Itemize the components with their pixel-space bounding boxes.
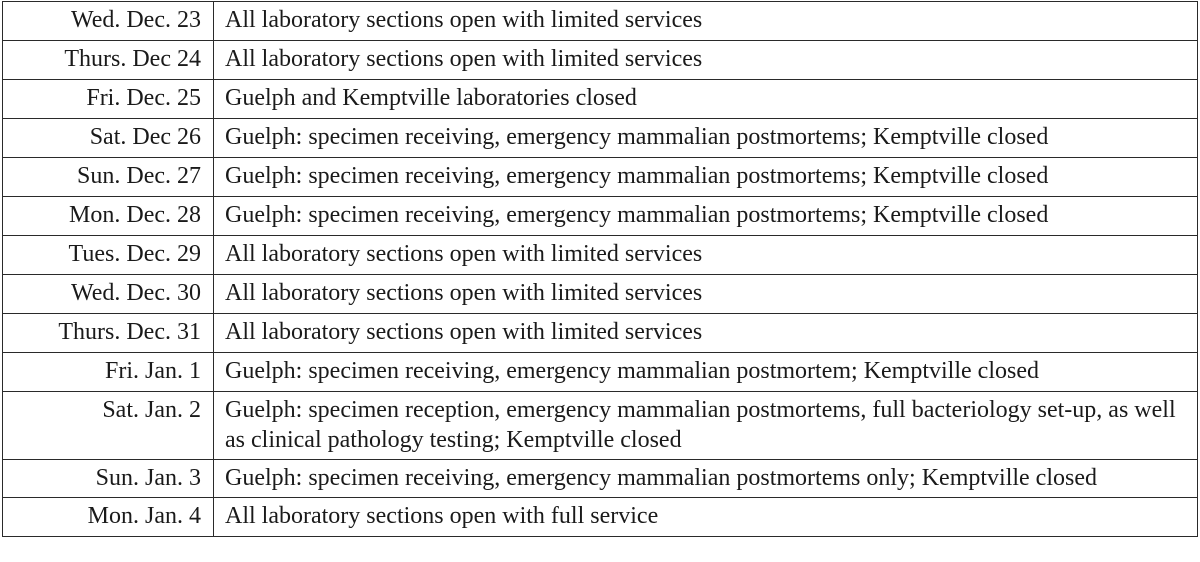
table-row: Mon. Dec. 28 Guelph: specimen receiving,… xyxy=(2,196,1198,236)
table-row: Tues. Dec. 29 All laboratory sections op… xyxy=(2,235,1198,275)
date-cell: Fri. Jan. 1 xyxy=(2,352,214,392)
table-row: Wed. Dec. 23 All laboratory sections ope… xyxy=(2,1,1198,41)
status-cell: All laboratory sections open with limite… xyxy=(213,274,1198,314)
date-cell: Sun. Dec. 27 xyxy=(2,157,214,197)
date-cell: Wed. Dec. 23 xyxy=(2,1,214,41)
status-cell: Guelph: specimen receiving, emergency ma… xyxy=(213,196,1198,236)
date-cell: Sun. Jan. 3 xyxy=(2,459,214,498)
table-row: Fri. Dec. 25 Guelph and Kemptville labor… xyxy=(2,79,1198,119)
table-row: Sat. Jan. 2 Guelph: specimen reception, … xyxy=(2,391,1198,460)
status-cell: Guelph: specimen receiving, emergency ma… xyxy=(213,118,1198,158)
table-row: Sun. Dec. 27 Guelph: specimen receiving,… xyxy=(2,157,1198,197)
status-cell: All laboratory sections open with limite… xyxy=(213,235,1198,275)
date-cell: Wed. Dec. 30 xyxy=(2,274,214,314)
status-cell: All laboratory sections open with full s… xyxy=(213,497,1198,537)
table-row: Sat. Dec 26 Guelph: specimen receiving, … xyxy=(2,118,1198,158)
status-cell: Guelph: specimen reception, emergency ma… xyxy=(213,391,1198,460)
date-cell: Sat. Dec 26 xyxy=(2,118,214,158)
date-cell: Thurs. Dec 24 xyxy=(2,40,214,80)
table-row: Thurs. Dec 24 All laboratory sections op… xyxy=(2,40,1198,80)
status-cell: Guelph: specimen receiving, emergency ma… xyxy=(213,459,1198,498)
date-cell: Fri. Dec. 25 xyxy=(2,79,214,119)
date-cell: Mon. Dec. 28 xyxy=(2,196,214,236)
table-row: Sun. Jan. 3 Guelph: specimen receiving, … xyxy=(2,459,1198,498)
table-row: Wed. Dec. 30 All laboratory sections ope… xyxy=(2,274,1198,314)
status-cell: All laboratory sections open with limite… xyxy=(213,313,1198,353)
status-cell: All laboratory sections open with limite… xyxy=(213,40,1198,80)
date-cell: Mon. Jan. 4 xyxy=(2,497,214,537)
status-cell: Guelph and Kemptville laboratories close… xyxy=(213,79,1198,119)
status-cell: All laboratory sections open with limite… xyxy=(213,1,1198,41)
table-row: Mon. Jan. 4 All laboratory sections open… xyxy=(2,497,1198,537)
date-cell: Sat. Jan. 2 xyxy=(2,391,214,460)
holiday-schedule-table: Wed. Dec. 23 All laboratory sections ope… xyxy=(2,1,1198,537)
date-cell: Tues. Dec. 29 xyxy=(2,235,214,275)
date-cell: Thurs. Dec. 31 xyxy=(2,313,214,353)
table-row: Fri. Jan. 1 Guelph: specimen receiving, … xyxy=(2,352,1198,392)
status-cell: Guelph: specimen receiving, emergency ma… xyxy=(213,157,1198,197)
table-row: Thurs. Dec. 31 All laboratory sections o… xyxy=(2,313,1198,353)
status-cell: Guelph: specimen receiving, emergency ma… xyxy=(213,352,1198,392)
